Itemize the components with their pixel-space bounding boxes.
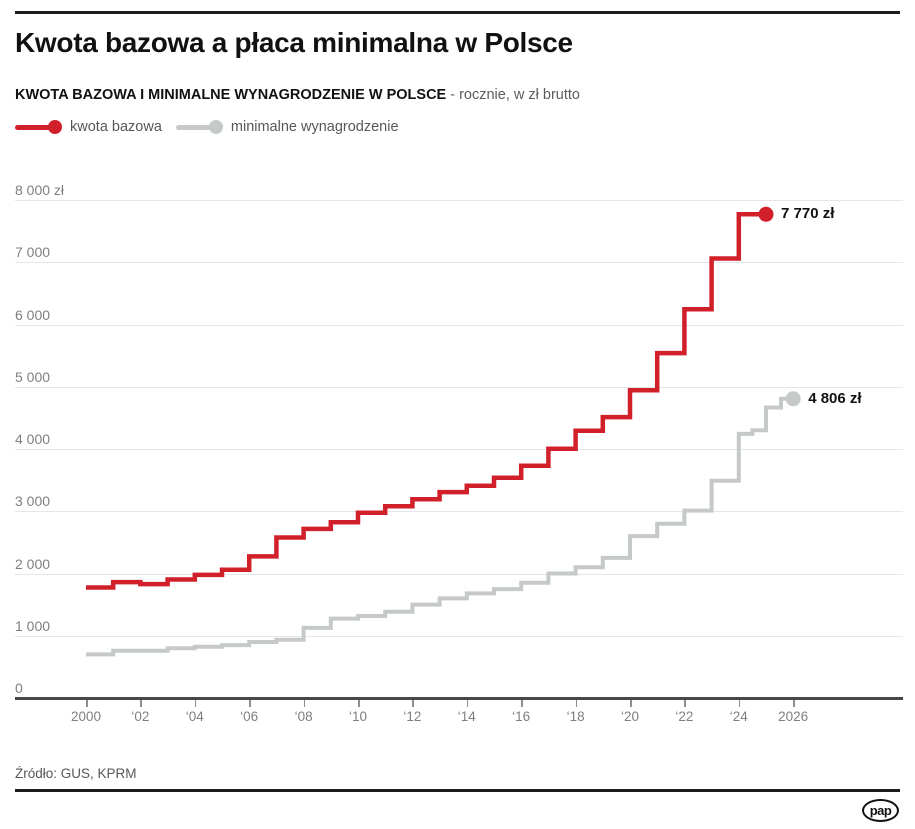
x-tick-mark [521,699,523,707]
gridline [15,573,903,575]
y-tick-label: 1 000 [15,617,51,634]
end-value-label: 7 770 zł [781,205,835,223]
legend-label: kwota bazowa [70,119,162,135]
x-tick-mark [630,699,632,707]
legend-line-icon [15,125,55,130]
x-tick-label: ‘20 [620,709,639,724]
series-line-kwota-bazowa [86,212,766,590]
legend-label: minimalne wynagrodzenie [230,119,399,135]
x-tick-label: ‘12 [403,709,422,724]
legend-swatch-gray [175,119,223,135]
x-tick-label: ‘24 [729,709,748,724]
x-tick-label: 2026 [778,709,809,724]
x-tick-mark [303,699,306,707]
top-rule [15,11,900,14]
gridline [15,200,903,201]
x-tick-mark [358,699,360,707]
x-axis-line [15,697,903,700]
x-tick-label: 2000 [70,709,102,724]
y-tick-label: 2 000 [15,555,51,572]
x-tick-label: ‘02 [131,709,150,724]
x-tick-label: ‘22 [675,709,694,724]
x-tick-label: ‘08 [294,709,313,724]
pap-logo-text: pap [869,803,892,818]
gridline [15,386,903,388]
legend-line-icon [175,125,216,130]
x-tick-mark [793,699,795,707]
x-tick-label: ‘16 [512,709,531,724]
x-tick-mark [86,699,88,707]
gridline [15,635,903,637]
gridline [15,262,903,264]
gridline [15,324,903,326]
chart-subtitle-main: KWOTA BAZOWA I MINIMALNE WYNAGRODZENIE W… [15,87,447,103]
series-end-dot-kwota-bazowa [758,206,774,222]
chart-subtitle-unit: - rocznie, w zł brutto [446,87,580,103]
legend-dot-icon [48,120,62,134]
legend-item-minimalne-wynagrodzenie: minimalne wynagrodzenie [175,119,399,135]
legend-dot-icon [208,120,223,134]
page-title: Kwota bazowa a płaca minimalna w Polsce [15,27,573,58]
x-tick-label: ‘10 [348,709,367,724]
series-end-dot-minimalne-wynagrodzenie [785,391,801,407]
y-tick-label: 7 000 [15,244,51,261]
gridline [15,511,903,513]
y-tick-label: 8 000 zł [15,182,65,198]
x-tick-mark [249,699,251,707]
x-tick-mark [466,699,469,707]
x-tick-mark [194,699,197,707]
y-tick-label: 4 000 [15,431,51,447]
y-tick-label: 5 000 [15,368,51,385]
x-tick-label: ‘06 [240,709,259,724]
chart-subtitle: KWOTA BAZOWA I MINIMALNE WYNAGRODZENIE W… [15,87,580,103]
pap-logo: pap [862,799,899,822]
x-tick-label: ‘14 [457,709,476,724]
x-tick-label: ‘18 [566,709,585,724]
x-tick-mark [738,699,741,707]
y-tick-label: 6 000 [15,306,51,323]
bottom-rule [15,789,900,792]
y-tick-label: 0 [15,680,23,696]
x-tick-mark [412,699,414,707]
legend: kwota bazowa minimalne wynagrodzenie [15,119,399,135]
gridline [15,449,903,450]
legend-item-kwota-bazowa: kwota bazowa [15,119,162,135]
legend-swatch-red [15,119,62,135]
x-tick-mark [140,699,142,707]
series-line-minimalne-wynagrodzenie [86,396,794,657]
end-value-label: 4 806 zł [808,389,862,407]
x-tick-label: ‘04 [185,709,204,724]
x-tick-mark [575,699,578,707]
x-tick-mark [684,699,686,707]
y-tick-label: 3 000 [15,493,51,510]
source-note: Źródło: GUS, KPRM [15,766,137,781]
